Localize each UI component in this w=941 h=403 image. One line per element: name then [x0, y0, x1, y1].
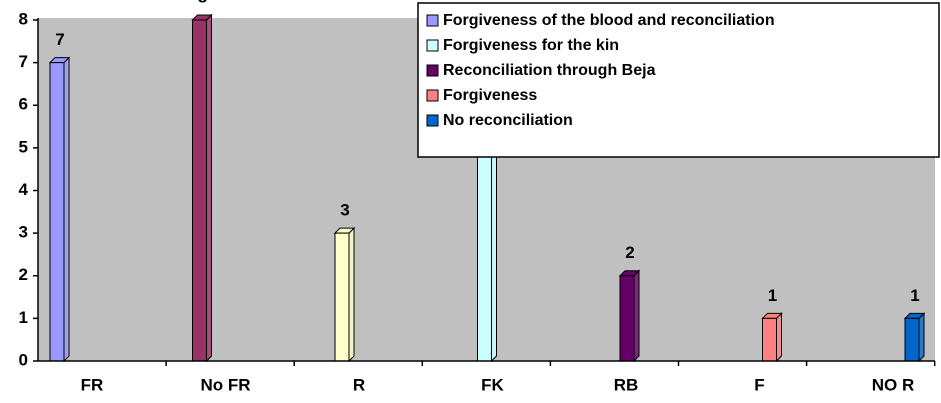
x-tick-label: No FR [200, 375, 250, 394]
x-tick-label: NO R [872, 375, 915, 394]
y-tick-label: 2 [19, 265, 28, 284]
y-tick-label: 0 [19, 350, 28, 369]
legend-box [417, 2, 940, 158]
bar [49, 62, 65, 362]
legend-swatch [426, 114, 439, 127]
legend: Forgiveness of the blood and reconciliat… [417, 2, 940, 158]
legend-label: Forgiveness [443, 87, 537, 104]
x-tick-label: FR [81, 375, 104, 394]
data-label: 1 [910, 286, 919, 305]
bar-side [633, 269, 640, 363]
legend-label: Reconciliation through Beja [443, 62, 656, 79]
bar [192, 19, 207, 362]
data-label: 2 [625, 243, 634, 262]
legend-label: Forgiveness of the blood and reconciliat… [443, 12, 775, 29]
x-tick-label: F [754, 375, 764, 394]
y-tick-label: 7 [19, 52, 28, 71]
y-tick-label: 5 [19, 137, 28, 156]
bar [619, 275, 635, 362]
x-tick-label: FK [481, 375, 504, 394]
data-label: 1 [768, 286, 777, 305]
y-tick-label: 1 [19, 308, 28, 327]
bar [334, 232, 350, 362]
x-tick-label: RB [614, 375, 639, 394]
bar [904, 317, 920, 362]
bar-side [63, 56, 70, 363]
legend-swatch [426, 39, 439, 52]
bar-side [206, 13, 212, 363]
legend-swatch [426, 89, 439, 102]
y-tick-label: 4 [19, 180, 29, 199]
bar-side [348, 226, 355, 363]
legend-swatch [426, 14, 439, 27]
y-tick-label: 3 [19, 223, 28, 242]
bar-side [776, 312, 782, 363]
y-tick-label: 6 [19, 95, 28, 114]
legend-swatch [426, 64, 439, 77]
y-tick-label: 8 [19, 9, 28, 28]
data-label: 3 [340, 201, 349, 220]
data-label: 8 [198, 0, 207, 6]
data-label: 7 [55, 30, 64, 49]
legend-label: Forgiveness for the kin [443, 37, 619, 54]
bar [762, 317, 777, 362]
legend-label: No reconciliation [443, 112, 573, 129]
bar-side [918, 312, 925, 363]
x-tick-label: R [353, 375, 365, 394]
